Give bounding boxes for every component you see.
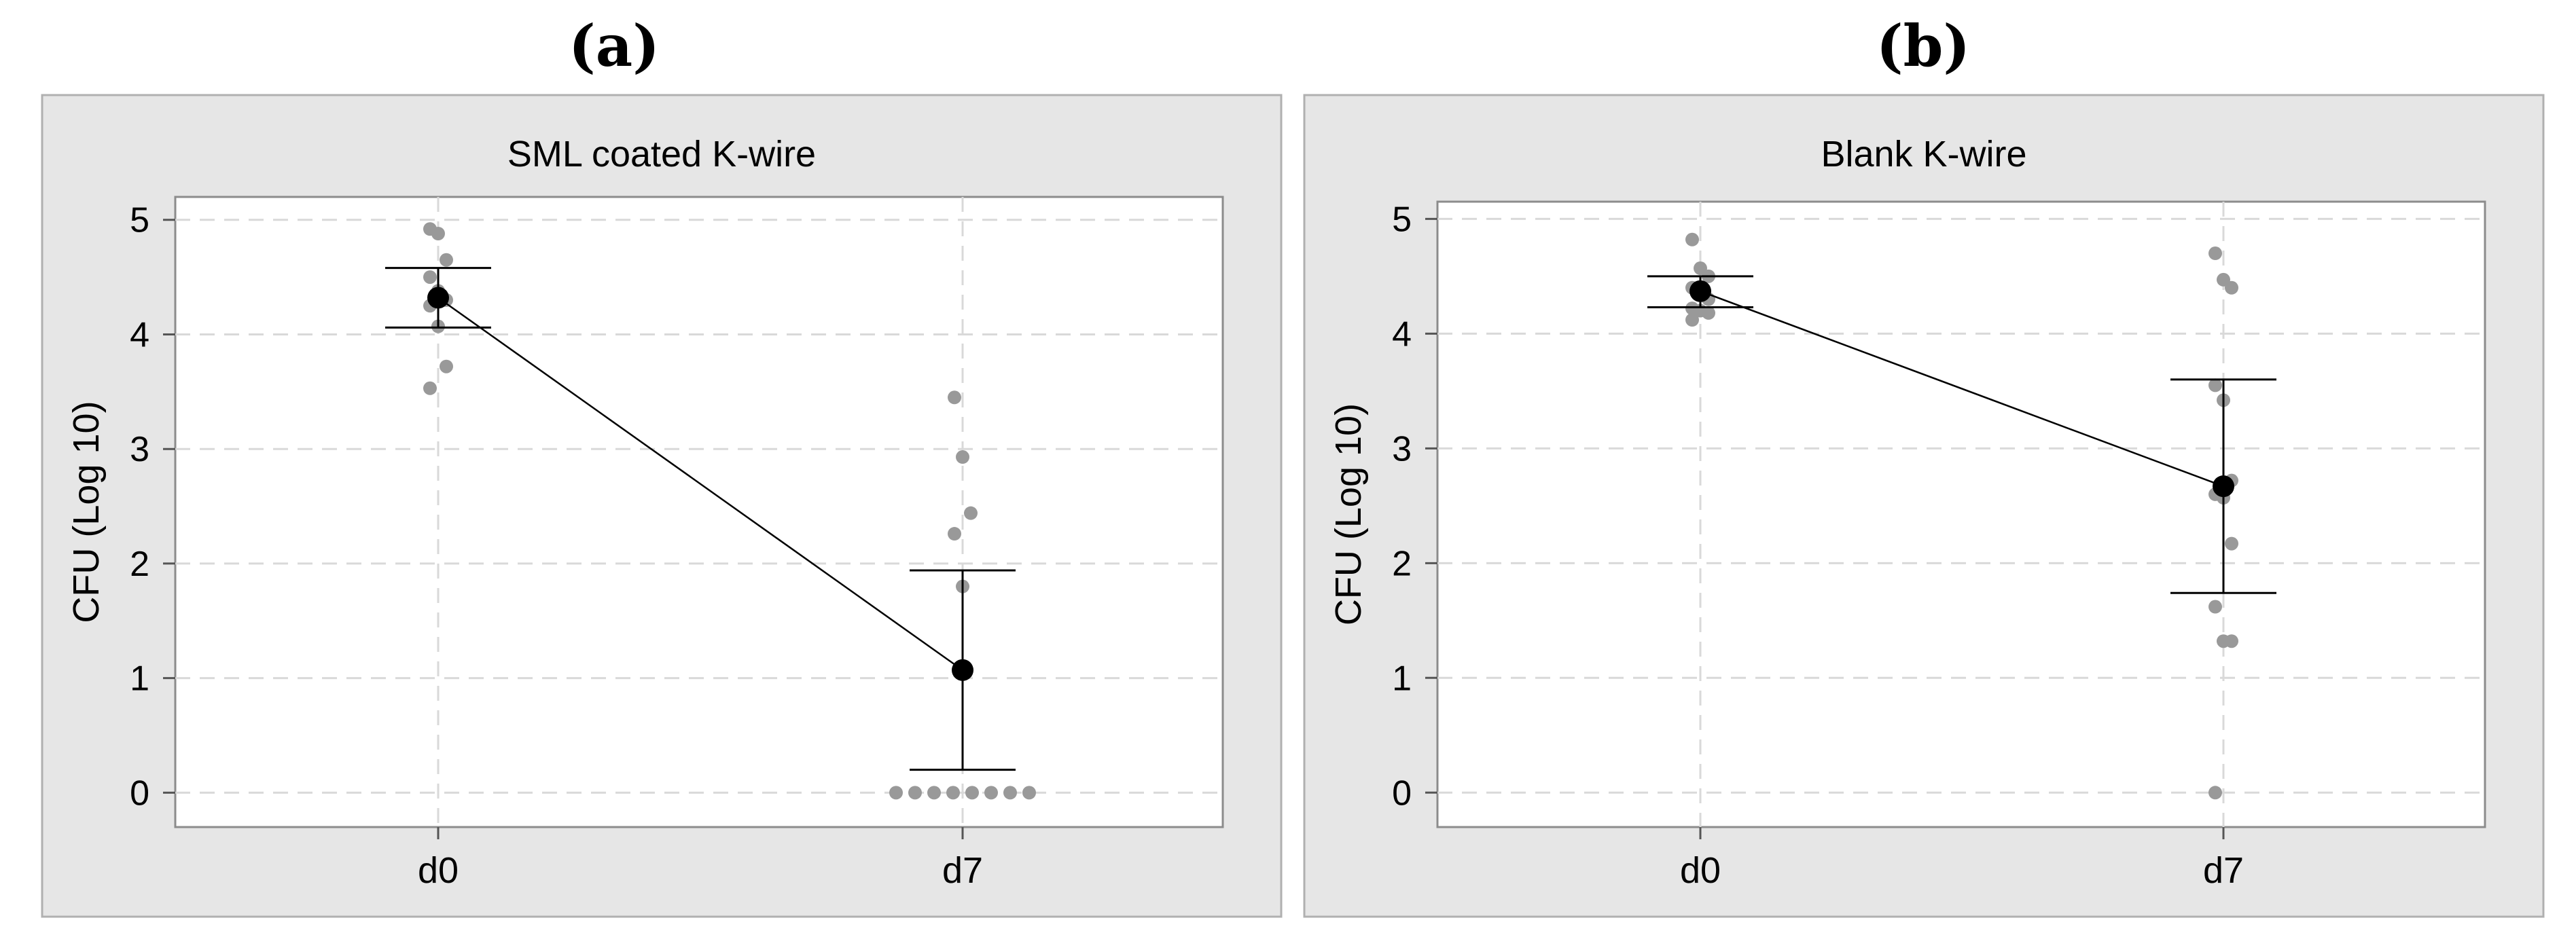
x-tick-label-d7: d7 xyxy=(942,850,983,891)
x-tick-label-d0: d0 xyxy=(1680,850,1721,891)
x-tick-label-d7: d7 xyxy=(2203,850,2244,891)
data-point xyxy=(1685,313,1699,327)
plot-area xyxy=(174,196,1224,828)
mean-point xyxy=(952,659,973,681)
data-point xyxy=(2225,536,2238,551)
data-point xyxy=(948,390,961,405)
y-axis-label: CFU (Log 10) xyxy=(1328,403,1369,625)
plot-area xyxy=(1436,200,2486,828)
y-tick-label: 5 xyxy=(1392,200,1412,239)
data-point xyxy=(423,381,437,395)
data-point xyxy=(984,786,998,800)
y-tick-label: 1 xyxy=(1392,659,1412,698)
x-tick-label-d0: d0 xyxy=(418,850,459,891)
y-tick-label: 4 xyxy=(130,315,149,354)
mean-point xyxy=(1689,280,1711,302)
data-point xyxy=(431,226,445,240)
y-tick-label: 5 xyxy=(130,201,149,240)
mean-point xyxy=(2213,475,2234,498)
y-tick-label: 4 xyxy=(1392,314,1412,354)
data-point xyxy=(2208,246,2222,261)
data-point xyxy=(1702,306,1715,320)
mean-connect-line xyxy=(1700,290,2224,488)
data-point xyxy=(440,359,453,373)
y-tick-label: 0 xyxy=(130,773,149,813)
data-point xyxy=(440,253,453,267)
y-tick-label: 3 xyxy=(130,430,149,469)
y-tick-label: 3 xyxy=(1392,429,1412,469)
data-point xyxy=(889,786,903,800)
data-point xyxy=(927,786,941,800)
y-tick-label: 0 xyxy=(1392,773,1412,813)
y-tick-label: 2 xyxy=(130,545,149,584)
chart-panel-0: 0 1 2 3 4 5 d0 d7 SML coated K-wire CFU (Log 10) xyxy=(41,94,1283,918)
y-tick-label: 2 xyxy=(1392,544,1412,583)
panel-letter-b: (b) xyxy=(1876,12,1971,79)
y-tick-label: 1 xyxy=(130,659,149,699)
chart-title: Blank K-wire xyxy=(1821,134,2026,175)
data-point xyxy=(1685,232,1699,246)
data-point xyxy=(2208,786,2222,800)
data-point xyxy=(2208,378,2222,392)
data-point xyxy=(2208,600,2222,614)
data-point xyxy=(964,506,978,520)
chart-panel-1: 0 1 2 3 4 5 d0 d7 Blank K-wire CFU (Log 10) xyxy=(1303,94,2545,918)
data-point xyxy=(2225,634,2238,648)
y-axis-label: CFU (Log 10) xyxy=(66,401,107,623)
data-point xyxy=(908,786,922,800)
mean-connect-line xyxy=(437,297,963,671)
data-point xyxy=(965,786,979,800)
data-point xyxy=(1022,786,1036,800)
data-point xyxy=(956,450,969,464)
data-point xyxy=(948,527,961,541)
panel-letter-a: (a) xyxy=(569,12,660,79)
data-point xyxy=(2225,280,2238,295)
chart-title: SML coated K-wire xyxy=(507,134,816,175)
mean-point xyxy=(427,287,449,309)
data-point xyxy=(423,270,437,285)
data-point xyxy=(1003,786,1017,800)
data-point xyxy=(946,786,960,800)
